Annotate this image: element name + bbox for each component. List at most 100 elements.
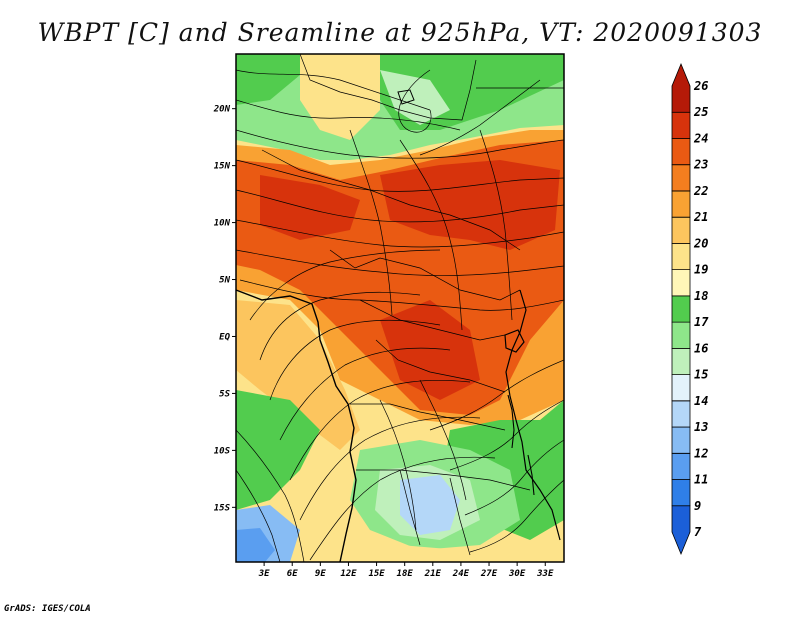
grads-credit: GrADS: IGES/COLA bbox=[4, 604, 91, 614]
streamline bbox=[479, 129, 513, 321]
streamline bbox=[279, 347, 451, 441]
colorbar-box bbox=[671, 479, 691, 507]
border-north bbox=[299, 54, 564, 121]
lon-label: 24E bbox=[452, 569, 470, 579]
field-west-orange bbox=[236, 300, 360, 450]
colorbar-box bbox=[671, 269, 691, 297]
lon-label: 18E bbox=[397, 569, 414, 579]
colorbar-box bbox=[671, 426, 691, 454]
chart-title: WBPT [C] and Sreamline at 925hPa, VT: 20… bbox=[37, 18, 763, 47]
lon-label: 21E bbox=[424, 569, 442, 579]
colorbar-label: 7 bbox=[694, 525, 702, 539]
colorbar-box bbox=[671, 347, 691, 375]
colorbar-label: 13 bbox=[694, 420, 708, 434]
colorbar-box bbox=[671, 164, 691, 192]
lat-label: 5N bbox=[219, 276, 230, 286]
colorbar-labels: 7 9 11 12 13 14 15 16 17 18 19 20 21 22 23 24 25 26 bbox=[693, 79, 709, 539]
latitude-axis: 20N 15N 10N 5N EQ 5S 10S 15S bbox=[213, 105, 236, 513]
streamline bbox=[299, 416, 481, 521]
streamline bbox=[398, 69, 432, 133]
streamline bbox=[236, 129, 564, 159]
lat-label: 15N bbox=[214, 162, 231, 172]
colorbar-label: 22 bbox=[693, 184, 708, 198]
streamline bbox=[236, 99, 461, 131]
map-outlines bbox=[236, 54, 564, 562]
colorbar-box bbox=[671, 111, 691, 139]
colorbar-box bbox=[671, 505, 691, 556]
colorbar-box bbox=[671, 216, 691, 244]
colorbar-box bbox=[671, 400, 691, 428]
lon-label: 3E bbox=[258, 569, 270, 579]
colorbar-label: 12 bbox=[694, 446, 708, 460]
colorbar-label: 21 bbox=[693, 210, 708, 224]
field-north-yellow bbox=[300, 54, 380, 140]
colorbar-box bbox=[671, 62, 691, 113]
border-south bbox=[350, 403, 531, 556]
lon-label: 9E bbox=[315, 569, 326, 579]
coastline-west bbox=[236, 289, 357, 562]
streamline bbox=[236, 69, 431, 111]
colorbar-label: 17 bbox=[694, 315, 709, 329]
longitude-axis: 3E 6E 9E 12E 15E 18E 21E 24E 27E 30E 33E bbox=[258, 562, 554, 579]
lat-label: 10N bbox=[214, 219, 231, 229]
lat-label: 5S bbox=[219, 389, 230, 399]
coastline-east bbox=[505, 289, 561, 541]
colorbar-label: 26 bbox=[693, 79, 708, 93]
streamline bbox=[449, 399, 564, 471]
colorbar-box bbox=[671, 295, 691, 323]
lon-label: 27E bbox=[480, 569, 498, 579]
streamline bbox=[349, 129, 393, 316]
colorbar-box bbox=[671, 452, 691, 480]
colorbar-label: 11 bbox=[694, 473, 708, 487]
lake-victoria bbox=[504, 329, 525, 353]
colorbar-label: 15 bbox=[694, 368, 708, 382]
streamline bbox=[249, 249, 441, 321]
streamline bbox=[309, 456, 496, 561]
field-sw-blue bbox=[236, 528, 275, 562]
lake-malawi bbox=[527, 454, 535, 496]
field-deep-red bbox=[260, 160, 560, 400]
field-south-yellow-strip bbox=[340, 535, 564, 562]
colorbar-label: 19 bbox=[694, 263, 708, 277]
streamline bbox=[239, 279, 564, 311]
streamline bbox=[419, 379, 467, 501]
lat-label: 15S bbox=[214, 503, 231, 513]
lat-label: 10S bbox=[214, 446, 231, 456]
streamline bbox=[399, 139, 463, 331]
colorbar-box bbox=[671, 190, 691, 218]
lat-label: EQ bbox=[219, 332, 230, 342]
field-north-lightgreen bbox=[380, 70, 450, 125]
lon-label: 15E bbox=[368, 569, 385, 579]
colorbar-label: 25 bbox=[693, 105, 708, 119]
border-mid bbox=[261, 149, 521, 393]
lon-label: 6E bbox=[287, 569, 298, 579]
colorbar-label: 14 bbox=[694, 394, 708, 408]
streamline bbox=[469, 479, 564, 553]
streamline bbox=[259, 291, 421, 361]
streamlines bbox=[236, 69, 564, 562]
streamline bbox=[236, 249, 564, 276]
colorbar-label: 24 bbox=[693, 131, 708, 145]
colorbar-box bbox=[671, 138, 691, 166]
streamline bbox=[236, 189, 564, 223]
streamline bbox=[236, 469, 281, 562]
plot-frame bbox=[235, 53, 565, 563]
colorbar-label: 23 bbox=[693, 158, 708, 172]
streamline bbox=[429, 359, 564, 431]
colorbar-label: 18 bbox=[694, 289, 708, 303]
lake-tanganyika bbox=[507, 394, 515, 449]
streamline bbox=[269, 319, 441, 401]
colorbar-box bbox=[671, 321, 691, 349]
lon-label: 30E bbox=[508, 569, 526, 579]
lat-label: 20N bbox=[213, 105, 231, 115]
colorbar-label: 16 bbox=[694, 341, 708, 355]
colorbar-label: 20 bbox=[693, 236, 708, 250]
streamline bbox=[236, 429, 305, 562]
streamline bbox=[464, 439, 564, 516]
colorbar-boxes bbox=[671, 62, 691, 556]
streamline bbox=[236, 219, 564, 248]
colorbar-box bbox=[671, 243, 691, 271]
streamline bbox=[379, 399, 417, 531]
